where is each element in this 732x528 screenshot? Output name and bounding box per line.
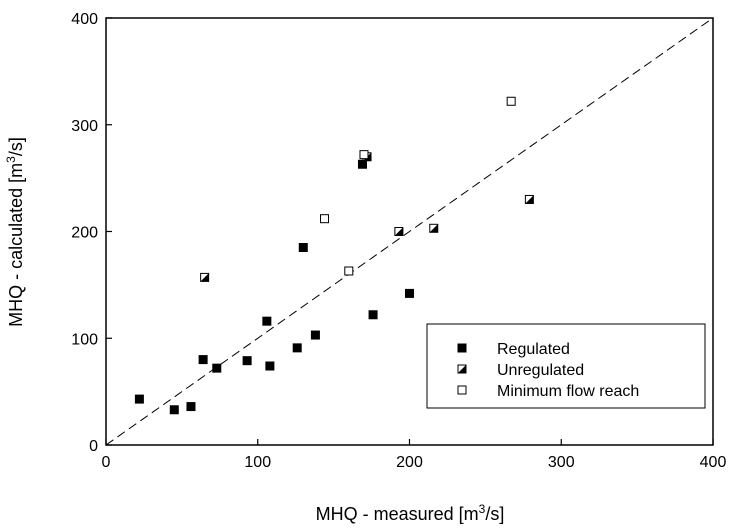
- marker-square: [198, 355, 208, 365]
- marker-half-fill: [458, 365, 466, 373]
- x-tick-label: 300: [548, 454, 575, 471]
- marker-half-fill: [394, 227, 403, 236]
- point-regulated: [292, 343, 302, 353]
- marker-square: [357, 159, 367, 169]
- marker-square: [320, 214, 330, 224]
- marker-square: [359, 150, 369, 160]
- point-regulated: [298, 243, 308, 253]
- legend-label-minimum-flow-reach: Minimum flow reach: [497, 383, 639, 400]
- point-minimum-flow-reach: [344, 266, 354, 276]
- x-tick-label: 0: [102, 454, 111, 471]
- marker-square: [457, 343, 467, 353]
- point-regulated: [357, 159, 367, 169]
- marker-square: [169, 405, 179, 415]
- marker-square: [212, 363, 222, 373]
- legend-marker-unregulated: [457, 364, 467, 374]
- legend-box: [426, 323, 706, 409]
- x-axis-title: MHQ - measured [m3/s]: [316, 502, 505, 524]
- point-regulated: [186, 402, 196, 412]
- marker-half-fill: [200, 273, 209, 282]
- point-regulated: [405, 288, 414, 298]
- y-tick-label: 100: [71, 331, 98, 348]
- point-unregulated: [394, 227, 404, 236]
- marker-square: [262, 316, 272, 326]
- point-regulated: [169, 405, 179, 415]
- point-regulated: [368, 310, 378, 320]
- x-tick-label: 100: [244, 454, 271, 471]
- point-regulated: [198, 355, 208, 365]
- point-unregulated: [524, 194, 534, 204]
- y-tick-label: 300: [71, 118, 98, 135]
- y-tick-label: 0: [89, 438, 98, 455]
- y-tick-label: 400: [71, 11, 98, 28]
- marker-square: [405, 288, 414, 298]
- marker-square: [506, 96, 516, 106]
- marker-square: [344, 266, 354, 276]
- point-regulated: [134, 394, 144, 404]
- legend-label-regulated: Regulated: [497, 341, 570, 358]
- marker-square: [186, 402, 196, 412]
- point-unregulated: [200, 272, 210, 282]
- point-regulated: [262, 316, 272, 326]
- point-regulated: [242, 356, 252, 366]
- marker-square: [265, 361, 275, 371]
- marker-square: [292, 343, 302, 353]
- y-axis-title: MHQ - calculated [m3/s]: [4, 137, 26, 327]
- one-to-one-line: [106, 18, 713, 445]
- marker-square: [134, 394, 144, 404]
- marker-square: [368, 310, 378, 320]
- y-tick-label: 200: [71, 225, 98, 242]
- marker-square: [457, 385, 467, 395]
- point-regulated: [310, 330, 320, 340]
- data-points: [134, 96, 534, 415]
- marker-square: [310, 330, 320, 340]
- point-regulated: [265, 361, 275, 371]
- point-minimum-flow-reach: [359, 150, 369, 160]
- x-tick-label: 200: [396, 454, 423, 471]
- point-unregulated: [429, 223, 439, 233]
- x-tick-label: 400: [700, 454, 727, 471]
- legend-marker-minimum-flow-reach: [457, 385, 467, 395]
- point-regulated: [212, 363, 222, 373]
- legend-label-unregulated: Unregulated: [497, 362, 584, 379]
- point-minimum-flow-reach: [320, 214, 330, 224]
- legend: Regulated Unregulated Minimum flow reach: [426, 323, 706, 409]
- marker-half-fill: [429, 224, 438, 233]
- marker-square: [298, 243, 308, 253]
- marker-square: [242, 356, 252, 366]
- marker-half-fill: [525, 195, 534, 204]
- legend-marker-regulated: [457, 343, 467, 353]
- point-minimum-flow-reach: [506, 96, 516, 106]
- axis-ticks: 0 100 200 300 400 0 100 200 300 400: [71, 11, 726, 471]
